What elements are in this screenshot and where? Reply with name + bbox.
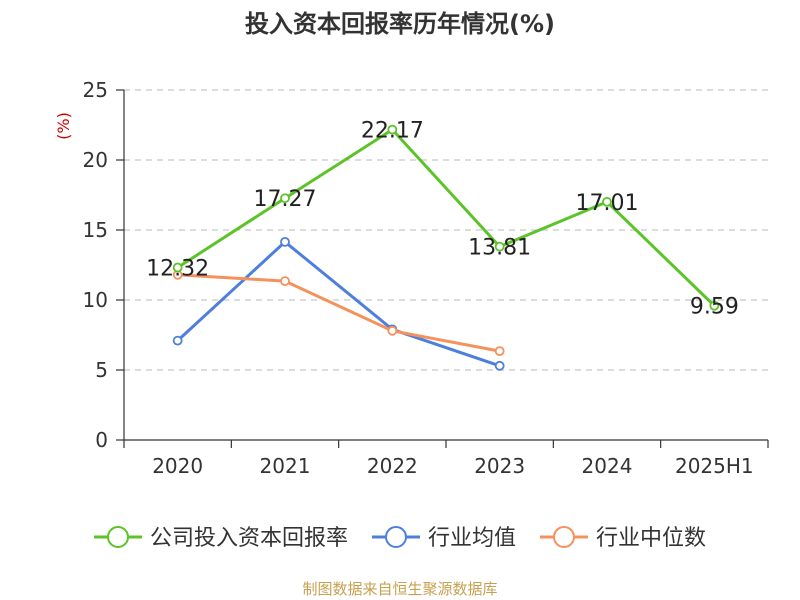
series-line-0: [176, 128, 716, 307]
data-label: 22.17: [361, 119, 424, 144]
x-tick-label: 2024: [582, 454, 633, 478]
y-tick-label: 15: [83, 218, 108, 242]
data-label: 17.27: [254, 187, 317, 212]
y-tick-label: 5: [95, 358, 108, 382]
chart-title: 投入资本回报率历年情况(%): [245, 10, 555, 38]
data-labels: 12.32 17.27 22.17 13.81 17.01 9.59: [146, 119, 739, 320]
y-tick-label: 10: [83, 288, 108, 312]
data-point: [494, 346, 505, 357]
y-tick-label: 20: [83, 148, 108, 172]
data-point: [387, 325, 398, 336]
x-tick-label: 2025H1: [675, 454, 754, 478]
legend-marker: [385, 526, 407, 548]
x-tick-label: 2021: [260, 454, 311, 478]
legend-marker: [107, 526, 129, 548]
data-point: [494, 241, 505, 252]
data-point: [387, 124, 398, 135]
y-tick-label: 0: [95, 428, 108, 452]
x-tick-label: 2023: [474, 454, 525, 478]
y-axis-unit-label: (%): [54, 112, 73, 140]
data-point: [709, 300, 720, 311]
legend-item-1[interactable]: 行业均值: [372, 526, 516, 551]
data-label: 9.59: [690, 295, 739, 320]
data-label: 13.81: [468, 236, 531, 261]
data-label: 17.01: [576, 191, 639, 216]
legend-label: 行业中位数: [596, 526, 706, 551]
grid-lines: [124, 89, 768, 371]
data-point: [494, 360, 505, 371]
data-point: [172, 335, 183, 346]
x-tick-label: 2020: [152, 454, 203, 478]
axes: 0 5 10 15 20 25 2020 2021 2022 2023 2024 2025H1: [83, 78, 769, 478]
x-tick-label: 2022: [367, 454, 418, 478]
legend-label: 公司投入资本回报率: [150, 526, 348, 551]
legend-item-0[interactable]: 公司投入资本回报率: [94, 526, 348, 551]
series-line-2: [177, 273, 500, 353]
source-note: 制图数据来自恒生聚源数据库: [302, 580, 497, 598]
legend-label: 行业均值: [428, 526, 516, 551]
series-lines: [172, 124, 720, 371]
legend-marker: [553, 526, 575, 548]
legend-item-2[interactable]: 行业中位数: [540, 526, 706, 551]
data-point: [602, 196, 612, 207]
data-point: [280, 276, 290, 287]
data-point: [280, 193, 290, 204]
legend: 公司投入资本回报率 行业均值 行业中位数: [94, 526, 706, 551]
data-label: 12.32: [146, 257, 209, 282]
data-point: [172, 262, 183, 273]
data-point: [280, 236, 290, 247]
series-line-1: [176, 240, 501, 368]
y-tick-label: 25: [83, 78, 108, 102]
